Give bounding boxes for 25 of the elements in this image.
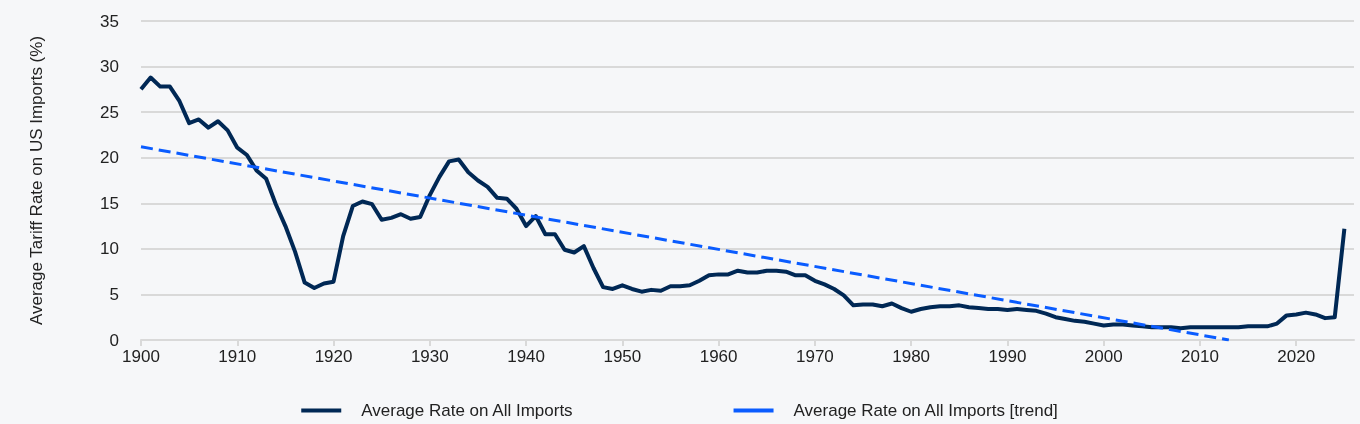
x-tick-label: 2020 (1277, 347, 1316, 366)
x-tick-label: 1940 (507, 347, 545, 366)
x-tick-label: 2010 (1181, 347, 1219, 366)
x-tick-label: 1960 (699, 347, 738, 366)
x-tick-label: 1930 (410, 347, 449, 366)
y-tick-label: 0 (109, 330, 119, 350)
x-tick-label: 1910 (218, 347, 257, 366)
y-tick-label: 15 (100, 193, 119, 213)
y-axis-title: Average Tariff Rate on US Imports (%) (26, 35, 46, 326)
x-tick-label: 1980 (892, 347, 931, 366)
y-tick-label: 30 (100, 57, 119, 77)
x-tick-label: 1970 (795, 347, 834, 366)
legend-label: Average Rate on All Imports [trend] (793, 401, 1058, 420)
x-tick-label: 1990 (988, 347, 1027, 366)
x-tick-label: 2000 (1084, 347, 1123, 366)
x-tick-label: 1920 (314, 347, 353, 366)
legend-label: Average Rate on All Imports (361, 401, 573, 420)
x-tick-label: 1950 (603, 347, 642, 366)
y-tick-label: 20 (100, 148, 119, 168)
y-tick-label: 5 (109, 284, 119, 304)
x-tick-label: 1900 (122, 347, 160, 366)
y-tick-label: 10 (100, 239, 119, 259)
y-tick-label: 35 (100, 11, 119, 31)
y-tick-label: 25 (100, 102, 119, 122)
line-series (139, 75, 1347, 331)
